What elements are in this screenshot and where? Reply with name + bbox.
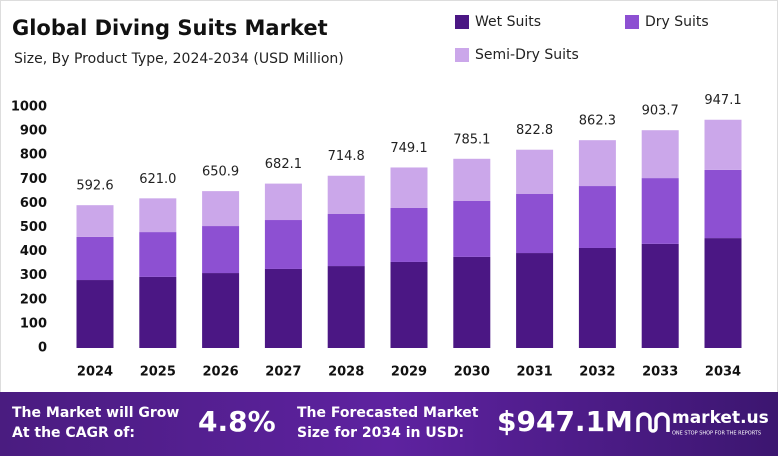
legend-swatch [455,15,469,29]
y-tick-label: 900 [20,124,47,139]
x-tick-label: 2027 [265,365,301,380]
total-label: 903.7 [642,104,679,119]
y-tick-label: 800 [20,148,47,163]
x-tick-label: 2028 [328,365,364,380]
bar-segment [704,119,742,170]
legend-swatch [455,48,469,62]
bar-segment [202,226,240,274]
brand-tagline: ONE STOP SHOP FOR THE REPORTS [672,431,761,437]
legend-label: Wet Suits [475,14,541,30]
bar-segment [264,268,302,348]
bar-segment [390,167,428,208]
y-tick-label: 300 [20,268,47,283]
bar-segment [578,140,616,187]
bar-segment [76,205,114,237]
total-label: 749.1 [390,141,427,156]
bar-segment [704,169,742,239]
chart-title: Global Diving Suits Market [12,16,328,40]
bar-segment [76,280,114,348]
total-label: 592.6 [76,179,113,194]
x-tick-label: 2033 [642,365,678,380]
bar-segment [390,207,428,262]
legend-label: Dry Suits [645,14,709,30]
bar-segment [390,261,428,348]
bar-segment [641,178,679,244]
bar-segment [139,232,177,277]
bar-segment [327,266,365,348]
bar-segment [516,149,554,195]
y-tick-label: 0 [38,341,47,356]
bar-segment [578,247,616,348]
y-tick-label: 400 [20,244,47,259]
legend-swatch [625,15,639,29]
bar-segment [578,186,616,248]
forecast-value: $947.1M [497,405,633,438]
y-tick-label: 1000 [11,100,47,115]
total-label: 650.9 [202,165,239,180]
total-label: 621.0 [139,172,176,187]
bar-segment [516,194,554,254]
forecast-label: The Forecasted Market [297,405,479,421]
footer-banner [0,392,778,456]
cagr-label: At the CAGR of: [12,425,135,441]
bar-segment [139,198,177,233]
bar-segment [327,175,365,215]
x-tick-label: 2029 [391,365,427,380]
bar-segment [202,191,240,227]
y-tick-label: 600 [20,196,47,211]
bar-segment [453,158,491,201]
legend-label: Semi-Dry Suits [475,47,579,63]
y-tick-label: 200 [20,292,47,307]
forecast-label: Size for 2034 in USD: [297,425,464,441]
bar-segment [704,238,742,348]
total-label: 862.3 [579,114,616,129]
y-tick-label: 100 [20,316,47,331]
cagr-value: 4.8% [198,405,276,438]
x-tick-label: 2030 [454,365,490,380]
y-tick-label: 500 [20,220,47,235]
bar-segment [264,183,302,221]
total-label: 682.1 [265,157,302,172]
x-tick-label: 2025 [140,365,176,380]
total-label: 714.8 [328,149,365,164]
x-tick-label: 2034 [705,365,741,380]
x-tick-label: 2026 [203,365,239,380]
bar-segment [264,220,302,269]
bar-segment [516,253,554,348]
cagr-label: The Market will Grow [12,405,179,421]
brand-name: market.us [672,408,769,428]
bar-segment [76,236,114,281]
bar-segment [641,243,679,348]
total-label: 785.1 [453,132,490,147]
bar-segment [139,276,177,348]
bar-segment [641,130,679,179]
bar-segment [327,214,365,267]
chart-subtitle: Size, By Product Type, 2024-2034 (USD Mi… [14,51,344,67]
total-label: 822.8 [516,123,553,138]
brand-logo [636,412,670,433]
total-label: 947.1 [704,93,741,108]
bar-segment [202,273,240,348]
y-tick-label: 700 [20,172,47,187]
bar-segment [453,256,491,348]
bar-segment [453,200,491,257]
x-tick-label: 2031 [517,365,553,380]
x-tick-label: 2024 [77,365,113,380]
x-tick-label: 2032 [579,365,615,380]
